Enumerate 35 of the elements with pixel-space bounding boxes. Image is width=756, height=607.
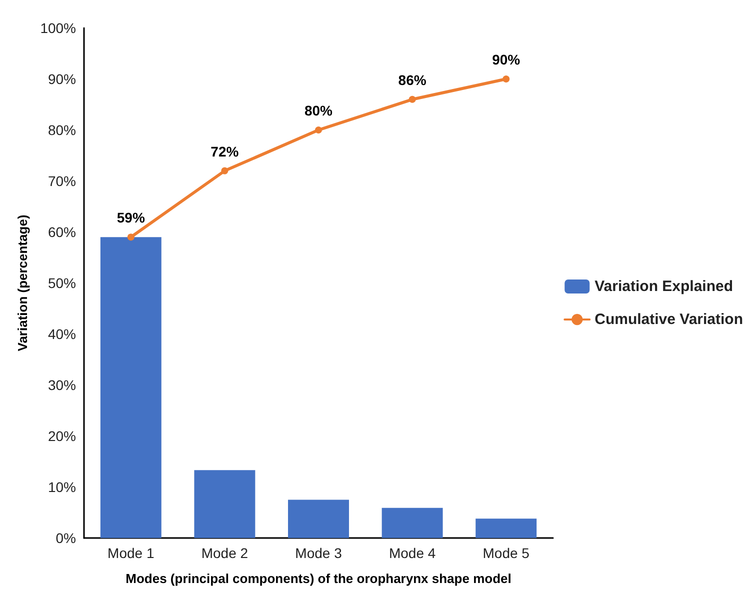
y-tick-label: 100% xyxy=(40,20,76,36)
y-tick-label: 80% xyxy=(48,122,76,138)
point xyxy=(127,234,134,241)
y-axis-title: Variation (percentage) xyxy=(15,214,30,352)
point xyxy=(408,96,416,103)
point xyxy=(315,126,322,134)
bar xyxy=(194,470,256,538)
x-axis-title: Modes (principal components) of the oropharynx shape model xyxy=(126,571,512,586)
x-tick-label: Mode 2 xyxy=(201,545,248,561)
y-tick-label: 30% xyxy=(48,377,76,393)
point xyxy=(502,76,510,82)
point xyxy=(221,167,228,174)
x-tick-label: Mode 1 xyxy=(108,545,154,561)
x-tick-label: Mode 4 xyxy=(388,545,436,561)
data-label: 86% xyxy=(398,72,427,88)
y-tick-label: 40% xyxy=(48,326,76,342)
x-tick-label: Mode 3 xyxy=(295,545,342,561)
y-tick-label: 10% xyxy=(48,479,76,495)
bar xyxy=(476,518,537,538)
data-label: 59% xyxy=(116,210,146,226)
legend-label: Cumulative Variation xyxy=(594,311,743,328)
bar xyxy=(382,508,443,538)
bar xyxy=(288,500,349,538)
data-label: 90% xyxy=(492,52,521,68)
y-tick-label: 70% xyxy=(48,173,76,189)
data-label: 80% xyxy=(304,102,334,118)
y-tick-label: 20% xyxy=(48,428,76,444)
y-tick-label: 90% xyxy=(48,71,76,87)
y-tick-label: 0% xyxy=(56,530,76,546)
data-label: 72% xyxy=(210,143,240,160)
x-tick-label: Mode 5 xyxy=(482,545,530,561)
y-tick-label: 60% xyxy=(48,224,76,240)
bar xyxy=(100,237,162,538)
legend-label: Variation Explained xyxy=(594,278,734,295)
y-tick-label: 50% xyxy=(48,275,76,291)
